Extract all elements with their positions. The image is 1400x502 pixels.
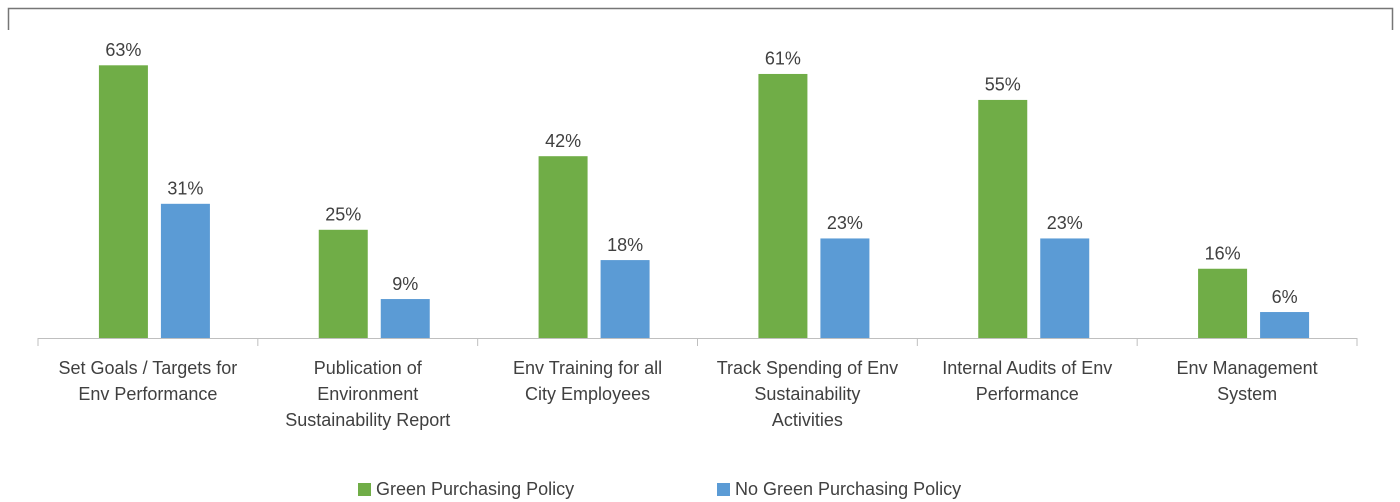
x-tick-label: Publication of bbox=[314, 358, 423, 378]
value-label: 63% bbox=[105, 40, 141, 60]
bar bbox=[978, 99, 1028, 338]
bar bbox=[758, 73, 808, 338]
bar bbox=[538, 156, 588, 338]
value-label: 6% bbox=[1272, 287, 1298, 307]
bar bbox=[1040, 238, 1090, 338]
bar bbox=[1260, 312, 1310, 338]
value-label: 9% bbox=[392, 274, 418, 294]
x-tick-label: Track Spending of Env bbox=[717, 358, 898, 378]
x-tick-label: Env Performance bbox=[78, 384, 217, 404]
bar bbox=[318, 229, 368, 338]
bar bbox=[98, 65, 148, 339]
value-label: 61% bbox=[765, 49, 801, 69]
x-tick-label: Env Management bbox=[1177, 358, 1318, 378]
bar bbox=[160, 203, 210, 338]
x-tick-label: Env Training for all bbox=[513, 358, 662, 378]
value-label: 16% bbox=[1205, 243, 1241, 263]
x-tick-label: Environment bbox=[317, 384, 418, 404]
frame bbox=[7, 7, 1394, 30]
bar bbox=[820, 238, 870, 338]
value-label: 42% bbox=[545, 131, 581, 151]
x-tick-label: Sustainability bbox=[754, 384, 860, 404]
value-label: 18% bbox=[607, 235, 643, 255]
legend-swatch bbox=[358, 483, 371, 496]
value-label: 23% bbox=[827, 213, 863, 233]
x-tick-label: Activities bbox=[772, 410, 843, 430]
legend-label: Green Purchasing Policy bbox=[376, 479, 574, 499]
x-tick-label: Set Goals / Targets for bbox=[59, 358, 238, 378]
bar bbox=[1198, 268, 1248, 338]
value-label: 23% bbox=[1047, 213, 1083, 233]
x-tick-label: Internal Audits of Env bbox=[942, 358, 1112, 378]
legend-swatch bbox=[717, 483, 730, 496]
bar bbox=[600, 260, 650, 338]
value-label: 31% bbox=[167, 179, 203, 199]
x-tick-label: Performance bbox=[976, 384, 1079, 404]
bar bbox=[380, 299, 430, 338]
x-tick-label: City Employees bbox=[525, 384, 650, 404]
x-tick-label: Sustainability Report bbox=[285, 410, 450, 430]
x-tick-label: System bbox=[1217, 384, 1277, 404]
value-label: 55% bbox=[985, 75, 1021, 95]
value-label: 25% bbox=[325, 205, 361, 225]
legend-label: No Green Purchasing Policy bbox=[735, 479, 961, 499]
